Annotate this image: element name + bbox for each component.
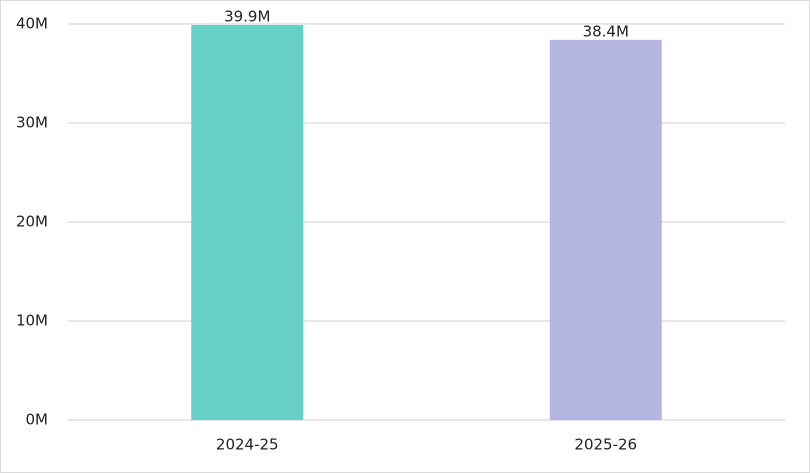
y-tick-label: 10M [16,312,48,330]
bar [191,24,304,421]
y-tick-label: 30M [16,114,48,132]
x-tick-label: 2024-25 [216,436,279,454]
value-label: 38.4M [583,22,629,40]
y-tick-label: 40M [16,15,48,33]
y-tick-label: 0M [26,411,49,429]
x-tick-label: 2025-26 [574,436,637,454]
value-label: 39.9M [224,7,270,25]
y-tick-label: 20M [16,213,48,231]
bar [549,39,662,421]
